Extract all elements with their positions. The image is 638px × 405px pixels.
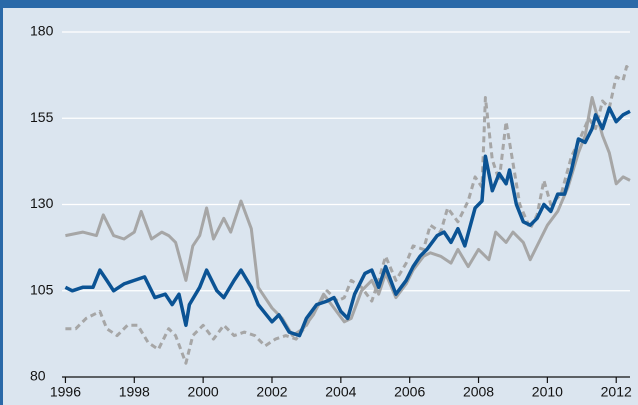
y-tick-label: 130	[30, 195, 54, 211]
x-tick-label: 2000	[188, 384, 219, 400]
y-tick-label: 105	[30, 281, 54, 297]
x-tick-label: 2004	[325, 384, 356, 400]
left-band	[0, 0, 3, 405]
x-tick-label: 2008	[463, 384, 494, 400]
line-series	[65, 96, 631, 338]
top-band	[0, 0, 638, 8]
x-tick-label: 2002	[256, 384, 287, 400]
x-tick-label: 1996	[50, 384, 81, 400]
y-tick-label: 155	[30, 109, 54, 125]
y-tick-label: 180	[30, 23, 54, 39]
line-series	[65, 65, 632, 365]
x-tick-label: 2010	[532, 384, 563, 400]
line-series	[64, 106, 631, 338]
x-tick-label: 2006	[394, 384, 425, 400]
x-tick-label: 1998	[119, 384, 150, 400]
x-tick-label: 2012	[601, 384, 632, 400]
y-tick-label: 80	[30, 368, 46, 384]
